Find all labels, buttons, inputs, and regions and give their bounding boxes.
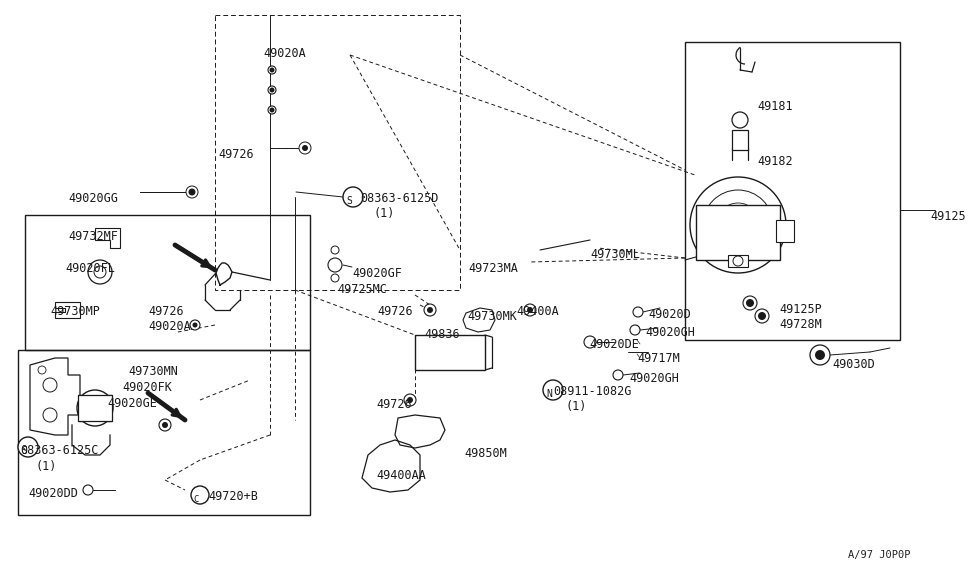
Circle shape: [269, 67, 275, 72]
Circle shape: [190, 320, 200, 330]
Circle shape: [331, 261, 339, 269]
Circle shape: [630, 325, 640, 335]
Text: C: C: [193, 495, 199, 504]
Circle shape: [343, 187, 363, 207]
Circle shape: [162, 422, 168, 428]
Circle shape: [810, 345, 830, 365]
Text: 49020GH: 49020GH: [629, 372, 679, 385]
Circle shape: [732, 112, 748, 128]
Text: 49726: 49726: [218, 148, 254, 161]
Circle shape: [728, 215, 748, 235]
Bar: [215, 15, 460, 290]
Text: 49726: 49726: [376, 398, 411, 411]
Text: (1): (1): [566, 400, 587, 413]
Text: 08363-6125D: 08363-6125D: [360, 192, 439, 205]
Text: 49020FK: 49020FK: [122, 381, 172, 394]
Circle shape: [269, 88, 275, 92]
Bar: [18, 350, 310, 515]
Text: 49020GE: 49020GE: [107, 397, 157, 410]
Circle shape: [83, 485, 93, 495]
Text: (1): (1): [374, 207, 396, 220]
Circle shape: [159, 419, 171, 431]
Text: 49020D: 49020D: [648, 308, 690, 321]
Text: 49030D: 49030D: [832, 358, 875, 371]
Circle shape: [331, 246, 339, 254]
Text: 49723MA: 49723MA: [468, 262, 518, 275]
Text: 49720+B: 49720+B: [208, 490, 257, 503]
Text: 49730MN: 49730MN: [128, 365, 177, 378]
Circle shape: [690, 177, 786, 273]
Text: 49020DD: 49020DD: [28, 487, 78, 500]
Text: 49850M: 49850M: [464, 447, 507, 460]
Text: 08363-6125C: 08363-6125C: [20, 444, 98, 457]
Text: 49400A: 49400A: [516, 305, 559, 318]
Circle shape: [268, 106, 276, 114]
Circle shape: [328, 258, 342, 272]
Text: 08911-1082G: 08911-1082G: [553, 385, 632, 398]
Text: 49730MP: 49730MP: [50, 305, 99, 318]
Bar: [776, 220, 794, 242]
Text: 49726: 49726: [377, 305, 412, 318]
Text: 49182: 49182: [757, 155, 793, 168]
Text: 49181: 49181: [757, 100, 793, 113]
Circle shape: [758, 312, 766, 320]
Bar: [415, 335, 485, 370]
Circle shape: [269, 108, 275, 113]
Circle shape: [815, 350, 825, 360]
Circle shape: [302, 145, 308, 151]
Circle shape: [407, 397, 413, 403]
Bar: [78, 395, 112, 421]
Circle shape: [584, 336, 596, 348]
Text: 49125: 49125: [930, 210, 965, 223]
Circle shape: [192, 323, 198, 328]
Circle shape: [527, 307, 533, 313]
Text: 49730MK: 49730MK: [467, 310, 517, 323]
Circle shape: [613, 370, 623, 380]
Text: S: S: [346, 196, 352, 206]
Circle shape: [268, 86, 276, 94]
Circle shape: [543, 380, 563, 400]
Circle shape: [77, 390, 113, 426]
Text: 49400AA: 49400AA: [376, 469, 426, 482]
Text: 49020A: 49020A: [263, 47, 306, 60]
Text: S: S: [21, 446, 27, 456]
Text: 49717M: 49717M: [637, 352, 680, 365]
Bar: [685, 42, 900, 340]
Text: 49836: 49836: [424, 328, 459, 341]
Circle shape: [188, 188, 196, 195]
Text: (1): (1): [36, 460, 58, 473]
Text: N: N: [546, 389, 552, 399]
Circle shape: [755, 309, 769, 323]
Circle shape: [18, 437, 38, 457]
Text: 49020GH: 49020GH: [645, 326, 695, 339]
Circle shape: [424, 304, 436, 316]
Circle shape: [186, 186, 198, 198]
Text: 49020FL: 49020FL: [65, 262, 115, 275]
Circle shape: [524, 304, 536, 316]
Text: 49125P: 49125P: [779, 303, 822, 316]
Text: A/97 J0P0P: A/97 J0P0P: [848, 550, 911, 560]
Text: 49728M: 49728M: [779, 318, 822, 331]
Bar: [25, 215, 310, 350]
Circle shape: [633, 307, 643, 317]
Circle shape: [427, 307, 433, 313]
Bar: [728, 255, 748, 267]
Bar: [696, 205, 780, 260]
Text: 49020GF: 49020GF: [352, 267, 402, 280]
Circle shape: [404, 394, 416, 406]
Text: 49020GG: 49020GG: [68, 192, 118, 205]
Text: 49020A: 49020A: [148, 320, 191, 333]
Text: 49726: 49726: [148, 305, 183, 318]
Text: 49732MF: 49732MF: [68, 230, 118, 243]
Bar: [732, 130, 748, 150]
Text: 49730ML: 49730ML: [590, 248, 640, 261]
Circle shape: [268, 66, 276, 74]
Circle shape: [331, 274, 339, 282]
Text: 49725MC: 49725MC: [337, 283, 387, 296]
Circle shape: [746, 299, 754, 307]
Text: 49020DE: 49020DE: [589, 338, 639, 351]
Circle shape: [299, 142, 311, 154]
Circle shape: [743, 296, 757, 310]
Circle shape: [191, 486, 209, 504]
